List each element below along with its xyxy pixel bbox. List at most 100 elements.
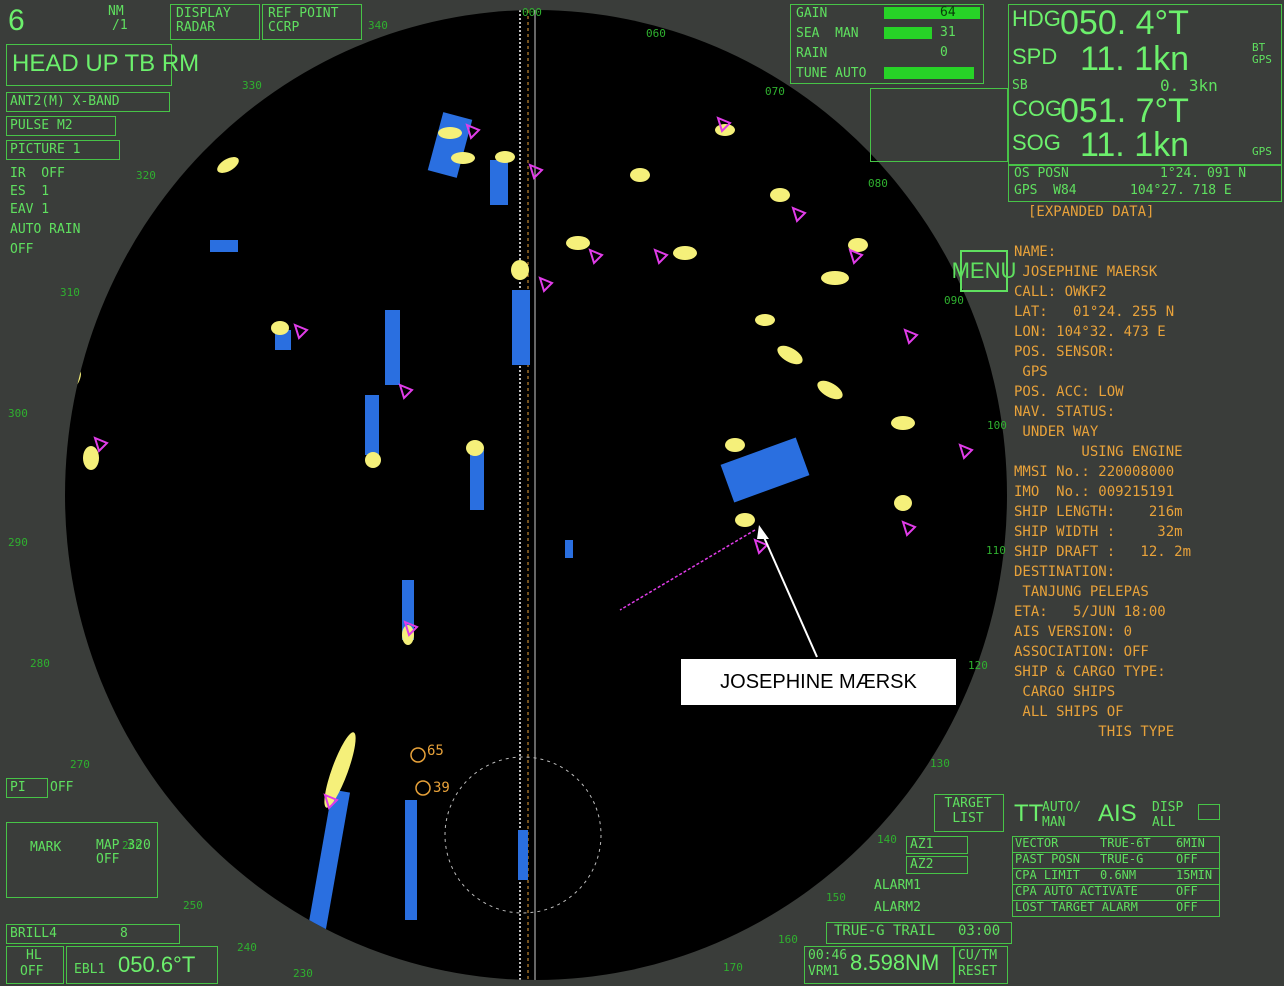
- sog-value: 11. 1kn: [1080, 126, 1190, 164]
- bearing-label: 110: [986, 544, 1006, 557]
- gain-value: 64: [940, 5, 956, 20]
- spd-label: SPD: [1012, 44, 1058, 69]
- tt-setting-val2: 15MIN: [1176, 868, 1213, 882]
- brill-box[interactable]: [6, 924, 180, 944]
- gain-bar[interactable]: [884, 7, 980, 19]
- sog-label: SOG: [1012, 130, 1061, 155]
- hl-label: HL: [26, 948, 42, 963]
- bearing-label: 240: [237, 941, 257, 954]
- ref-point: REF POINT: [268, 6, 339, 21]
- vrm-label: VRM1: [808, 964, 840, 979]
- pulse-box[interactable]: [6, 116, 116, 136]
- ref-point-box[interactable]: [262, 4, 362, 40]
- ais-vector: [619, 529, 756, 611]
- bearing-label: 280: [30, 657, 50, 670]
- posn-lat: 1°24. 091 N: [1160, 166, 1247, 181]
- pi-box[interactable]: [6, 778, 48, 798]
- pulse: PULSE M2: [10, 118, 73, 133]
- bearing-label: 230: [293, 967, 313, 980]
- tt-setting-row[interactable]: [1012, 900, 1220, 917]
- bearing-label: 270: [70, 758, 90, 771]
- antenna-box[interactable]: [6, 92, 170, 112]
- nav-panel: [1008, 4, 1282, 166]
- expanded-line: LAT: 01°24. 255 N: [1014, 304, 1175, 320]
- expanded-line: POS. SENSOR:: [1014, 344, 1116, 360]
- range-sub: /1: [112, 18, 128, 33]
- expanded-line: NAME:: [1014, 244, 1057, 260]
- tune-bar[interactable]: [884, 67, 974, 79]
- sea-bar[interactable]: [884, 27, 932, 39]
- tt-setting-label: CPA LIMIT: [1015, 868, 1081, 882]
- ais-mode[interactable]: DISP ALL: [1152, 800, 1184, 830]
- vrm-ring: [444, 756, 602, 914]
- callout-arrow: [757, 525, 818, 658]
- range-unit: NM: [108, 4, 124, 19]
- alarm1-label[interactable]: ALARM1: [874, 878, 921, 893]
- map-label: MAP 320: [96, 838, 151, 853]
- cu-tm-reset-button[interactable]: [954, 946, 1008, 984]
- expanded-line: IMO No.: 009215191: [1014, 484, 1175, 500]
- tt-setting-label: LOST TARGET ALARM: [1015, 900, 1138, 914]
- display-mode: DISPLAY: [176, 6, 231, 21]
- expanded-line: ALL SHIPS OF: [1014, 704, 1124, 720]
- ebl-value: 050.6°T: [118, 952, 196, 977]
- hdg-value: 050. 4°T: [1060, 4, 1189, 42]
- pi-label: PI: [10, 780, 26, 795]
- bearing-label: 000: [522, 6, 542, 19]
- expanded-header: [EXPANDED DATA]: [1028, 204, 1155, 220]
- posn-panel[interactable]: [1008, 164, 1282, 202]
- antenna: ANT2(M) X-BAND: [10, 94, 120, 109]
- gps-label: GPS W84: [1014, 183, 1077, 198]
- az1-box[interactable]: [906, 836, 968, 854]
- vrm-box[interactable]: [804, 946, 954, 984]
- auto-rain[interactable]: AUTO RAIN: [10, 222, 81, 237]
- expanded-line: AIS VERSION: 0: [1014, 624, 1133, 640]
- es-setting[interactable]: ES 1: [10, 184, 50, 199]
- az2-box[interactable]: [906, 856, 968, 874]
- eav-setting[interactable]: EAV 1: [10, 202, 50, 217]
- tt-setting-label: PAST POSN: [1015, 852, 1081, 866]
- target-list-button[interactable]: [934, 794, 1004, 832]
- ref-sub: CCRP: [268, 20, 300, 35]
- brill-label: BRILL4: [10, 926, 57, 941]
- tt-setting-val2: 6MIN: [1176, 836, 1205, 850]
- bearing-label: 160: [778, 933, 798, 946]
- picture: PICTURE 1: [10, 142, 81, 157]
- expanded-line: SHIP DRAFT : 12. 2m: [1014, 544, 1192, 560]
- bearing-label: 290: [8, 536, 28, 549]
- sb-label: SB: [1012, 78, 1028, 93]
- alarm2-label[interactable]: ALARM2: [874, 900, 921, 915]
- range-value[interactable]: 6: [8, 4, 25, 37]
- ir-setting[interactable]: IR OFF: [10, 166, 65, 181]
- picture-box[interactable]: [6, 140, 120, 160]
- bearing-label: 070: [765, 85, 785, 98]
- range-marker-1: [410, 747, 426, 763]
- range-marker-2: [415, 780, 431, 796]
- mark-panel[interactable]: [6, 822, 158, 898]
- trail-box[interactable]: [826, 922, 1012, 944]
- bearing-label: 300: [8, 407, 28, 420]
- tt-setting-val2: OFF: [1176, 884, 1198, 898]
- vrm-value: 8.598NM: [850, 950, 940, 975]
- orientation-box[interactable]: [6, 44, 172, 86]
- tt-mode[interactable]: AUTO/ MAN: [1042, 800, 1082, 830]
- spd-value: 11. 1kn: [1080, 40, 1190, 78]
- tt-setting-val: 0.6NM: [1100, 868, 1137, 882]
- spd-source: BT GPS: [1252, 41, 1272, 66]
- radar-scope[interactable]: 65 39: [65, 10, 1007, 980]
- hl-box[interactable]: [6, 946, 64, 984]
- own-ship-display: [870, 88, 1008, 162]
- mail-icon[interactable]: [1198, 804, 1220, 820]
- bearing-label: 310: [60, 286, 80, 299]
- ebl-box[interactable]: [66, 946, 218, 984]
- cog-value: 051. 7°T: [1060, 92, 1189, 130]
- expanded-line: SHIP & CARGO TYPE:: [1014, 664, 1166, 680]
- mark-label: MARK: [30, 840, 62, 855]
- sea-label: SEA MAN: [796, 26, 859, 41]
- rain-value[interactable]: 0: [940, 45, 948, 60]
- brill-value: 8: [120, 926, 128, 941]
- display-mode-box[interactable]: [170, 4, 260, 40]
- expanded-line: LON: 104°32. 473 E: [1014, 324, 1166, 340]
- menu-button[interactable]: MENU: [952, 250, 1016, 292]
- hdg-label: HDG: [1012, 6, 1061, 31]
